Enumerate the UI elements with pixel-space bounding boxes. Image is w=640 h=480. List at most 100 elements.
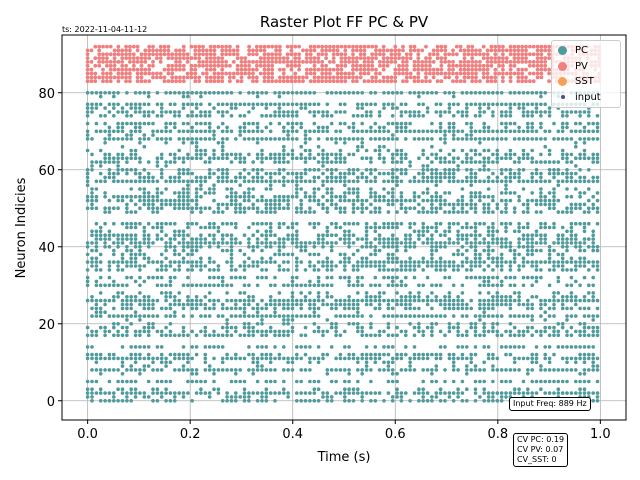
- pc-spike-point: [120, 252, 125, 257]
- pc-spike-point: [399, 368, 404, 372]
- pv-spike-point: [504, 60, 509, 64]
- pc-spike-point: [255, 310, 260, 315]
- pc-spike-point: [125, 306, 129, 311]
- pc-spike-point: [329, 302, 334, 307]
- pc-spike-point: [90, 248, 94, 253]
- pc-spike-point: [369, 110, 373, 114]
- pc-spike-point: [303, 248, 308, 253]
- pc-spike-point: [504, 179, 508, 184]
- pc-spike-point: [120, 379, 125, 384]
- pc-spike-point: [486, 291, 491, 295]
- pc-spike-point: [521, 156, 526, 160]
- pv-spike-point: [266, 56, 271, 60]
- pv-spike-point: [181, 52, 186, 57]
- pc-spike-point: [242, 114, 247, 118]
- pc-spike-point: [434, 206, 439, 210]
- pv-spike-point: [116, 52, 121, 57]
- pc-spike-point: [390, 306, 395, 311]
- pc-spike-point: [469, 175, 474, 180]
- pc-spike-point: [438, 245, 443, 249]
- pc-spike-point: [482, 306, 487, 311]
- pc-spike-point: [369, 368, 373, 372]
- pc-spike-point: [499, 395, 504, 399]
- pc-spike-point: [587, 129, 591, 134]
- pc-spike-point: [229, 256, 234, 261]
- pc-spike-point: [168, 352, 173, 357]
- pc-spike-point: [312, 121, 317, 126]
- pc-spike-point: [220, 168, 225, 172]
- pc-spike-point: [220, 129, 225, 134]
- pc-spike-point: [499, 210, 504, 214]
- pc-spike-point: [216, 387, 221, 392]
- pv-spike-point: [247, 71, 252, 76]
- pv-spike-point: [301, 75, 305, 80]
- pc-spike-point: [225, 156, 229, 160]
- pc-spike-point: [247, 129, 251, 134]
- pc-spike-point: [234, 221, 238, 226]
- pc-spike-point: [438, 121, 443, 126]
- pc-spike-point: [526, 302, 530, 307]
- pv-spike-point: [408, 48, 413, 53]
- pc-spike-point: [112, 252, 116, 257]
- pc-spike-point: [194, 206, 199, 210]
- pv-spike-point: [378, 79, 382, 84]
- pc-spike-point: [356, 379, 360, 384]
- pc-spike-point: [216, 241, 221, 245]
- pc-spike-point: [238, 156, 242, 160]
- pc-spike-point: [247, 333, 251, 338]
- pc-spike-point: [364, 333, 369, 338]
- pc-spike-point: [595, 129, 600, 134]
- pc-spike-point: [395, 268, 399, 272]
- pv-spike-point: [178, 75, 182, 80]
- pc-spike-point: [460, 379, 465, 384]
- pc-spike-point: [530, 283, 534, 288]
- pc-spike-point: [430, 379, 434, 384]
- pc-spike-point: [120, 360, 125, 365]
- pv-spike-point: [289, 60, 294, 64]
- pc-spike-point: [343, 183, 347, 187]
- pc-spike-point: [225, 187, 229, 191]
- pc-spike-point: [177, 268, 181, 272]
- pc-spike-point: [447, 264, 452, 268]
- pv-spike-point: [251, 75, 255, 80]
- pc-spike-point: [421, 241, 426, 245]
- pc-spike-point: [351, 306, 356, 311]
- pc-spike-point: [456, 387, 460, 392]
- pc-spike-point: [499, 256, 504, 261]
- pc-spike-point: [203, 295, 208, 299]
- pv-spike-point: [470, 63, 475, 68]
- pv-spike-point: [478, 67, 482, 72]
- pv-spike-point: [358, 63, 363, 68]
- pc-spike-point: [526, 356, 530, 361]
- pc-spike-point: [382, 352, 386, 357]
- pv-spike-point: [143, 52, 148, 57]
- pc-spike-point: [199, 187, 203, 191]
- pc-spike-point: [569, 283, 574, 288]
- pv-spike-point: [212, 48, 217, 53]
- pc-spike-point: [395, 256, 399, 261]
- pc-spike-point: [595, 179, 600, 184]
- pc-spike-point: [312, 191, 317, 195]
- pc-spike-point: [360, 283, 365, 288]
- pc-spike-point: [438, 202, 443, 207]
- pc-spike-point: [543, 144, 547, 149]
- pv-spike-point: [270, 71, 275, 76]
- pv-spike-point: [178, 56, 182, 60]
- pc-spike-point: [273, 391, 277, 395]
- pv-spike-point: [193, 48, 198, 53]
- pc-spike-point: [552, 198, 556, 203]
- pc-spike-point: [199, 183, 203, 187]
- pc-spike-point: [295, 156, 299, 160]
- pc-spike-point: [338, 171, 343, 176]
- pv-spike-point: [385, 63, 390, 68]
- pc-spike-point: [543, 110, 547, 114]
- pc-spike-point: [90, 152, 94, 157]
- pc-spike-point: [556, 260, 561, 264]
- pc-spike-point: [173, 179, 177, 184]
- pc-spike-point: [85, 268, 90, 272]
- pc-spike-point: [364, 352, 369, 357]
- pc-spike-point: [390, 160, 395, 164]
- pc-spike-point: [425, 237, 430, 241]
- pc-spike-point: [181, 248, 186, 253]
- pc-spike-point: [530, 260, 534, 264]
